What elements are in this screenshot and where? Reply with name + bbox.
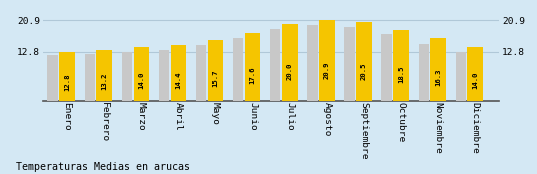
Bar — [282, 24, 297, 101]
Text: 14.4: 14.4 — [176, 71, 182, 89]
Bar — [418, 44, 429, 101]
Bar — [208, 41, 223, 101]
Bar — [455, 52, 466, 101]
Bar — [430, 38, 446, 101]
Text: 15.7: 15.7 — [213, 69, 219, 87]
Text: 13.2: 13.2 — [101, 73, 107, 90]
Bar — [196, 45, 206, 101]
Bar — [47, 56, 58, 101]
Text: 16.3: 16.3 — [435, 68, 441, 86]
Bar — [393, 30, 409, 101]
Bar — [84, 54, 95, 101]
Text: 20.5: 20.5 — [361, 62, 367, 80]
Bar — [171, 45, 186, 101]
Bar — [356, 22, 372, 101]
Text: 18.5: 18.5 — [398, 65, 404, 83]
Bar — [468, 47, 483, 101]
Bar — [59, 52, 75, 101]
Bar — [307, 25, 317, 101]
Bar — [344, 27, 354, 101]
Text: 14.0: 14.0 — [472, 72, 478, 89]
Bar — [134, 47, 149, 101]
Text: 20.9: 20.9 — [324, 62, 330, 79]
Text: 14.0: 14.0 — [139, 72, 144, 89]
Text: 20.0: 20.0 — [287, 63, 293, 80]
Bar — [245, 33, 260, 101]
Bar — [319, 21, 335, 101]
Bar — [381, 34, 392, 101]
Bar — [97, 50, 112, 101]
Text: 12.8: 12.8 — [64, 73, 70, 91]
Text: Temperaturas Medias en arucas: Temperaturas Medias en arucas — [16, 162, 190, 172]
Bar — [159, 50, 169, 101]
Bar — [122, 52, 132, 101]
Bar — [270, 29, 280, 101]
Bar — [233, 38, 243, 101]
Text: 17.6: 17.6 — [250, 66, 256, 84]
